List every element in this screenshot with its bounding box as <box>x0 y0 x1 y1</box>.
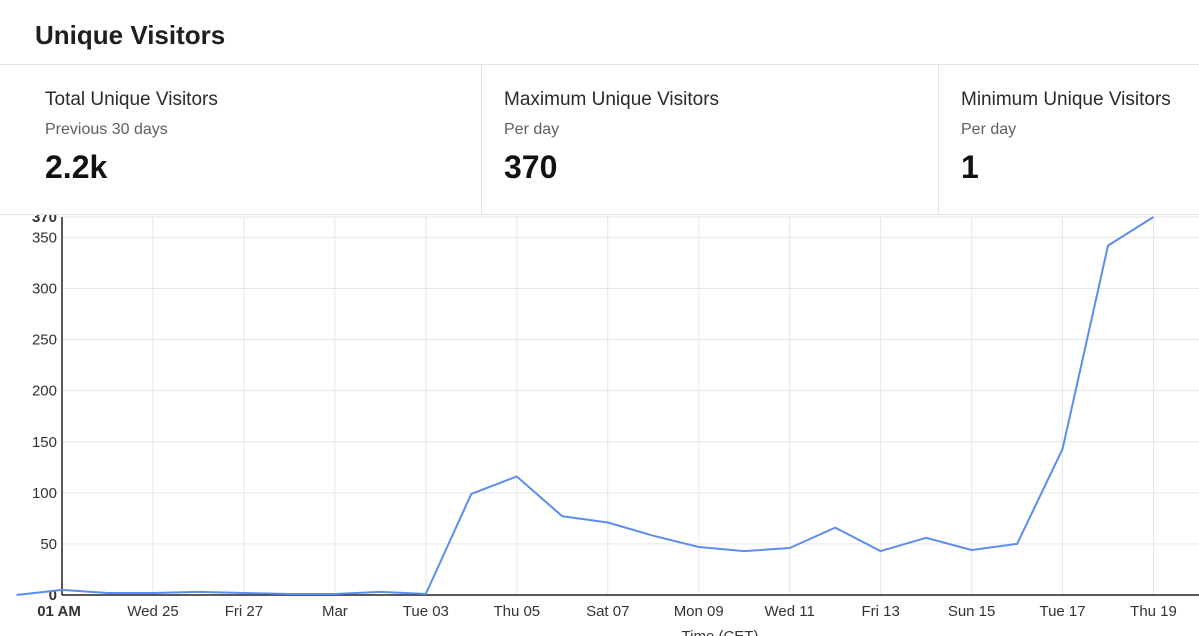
series-line <box>16 216 1155 596</box>
stat-label: Total Unique Visitors <box>45 89 218 110</box>
x-tick-label: Mar <box>322 603 348 620</box>
x-tick-label: Fri 13 <box>861 603 899 620</box>
x-tick-label: Fri 27 <box>225 603 263 620</box>
stat-sublabel: Per day <box>961 121 1017 138</box>
stat-card-total: Total Unique Visitors Previous 30 days 2… <box>0 65 481 214</box>
stat-sublabel: Previous 30 days <box>45 121 168 138</box>
y-tick-label: 0 <box>49 587 57 604</box>
y-tick-label: 250 <box>32 332 57 349</box>
stats-row: Total Unique Visitors Previous 30 days 2… <box>0 65 1199 215</box>
stat-sublabel: Per day <box>504 121 560 138</box>
stat-label: Minimum Unique Visitors <box>961 89 1171 110</box>
x-tick-label: Sun 15 <box>948 603 996 620</box>
x-tick-label: Wed 25 <box>127 603 178 620</box>
y-tick-label: 50 <box>40 536 57 553</box>
stat-value: 1 <box>961 149 979 185</box>
x-tick-label: Tue 17 <box>1039 603 1085 620</box>
x-tick-label: Mon 09 <box>674 603 724 620</box>
x-tick-label: Tue 03 <box>403 603 449 620</box>
page-title: Unique Visitors <box>35 20 226 50</box>
x-tick-label: Sat 07 <box>586 603 629 620</box>
x-tick-label: Wed 11 <box>765 603 815 620</box>
y-tick-label: 300 <box>32 281 57 298</box>
stat-label: Maximum Unique Visitors <box>504 89 720 110</box>
x-tick-label: 01 AM <box>37 603 81 620</box>
y-tick-label: 100 <box>32 485 57 502</box>
x-tick-label: Thu 19 <box>1130 603 1177 620</box>
x-tick-label: Thu 05 <box>493 603 540 620</box>
header: Unique Visitors <box>0 0 1199 65</box>
stat-card-minimum: Minimum Unique Visitors Per day 1 <box>938 65 1199 214</box>
y-tick-label: 350 <box>32 229 57 246</box>
y-tick-label: 370 <box>32 215 57 226</box>
visitors-line-chart[interactable]: 0 50 100 150 200 250 300 350 370 01 AM Wed 25 Fri 2… <box>0 215 1199 636</box>
stat-value: 2.2k <box>45 149 108 185</box>
x-axis-title: Time (CET) <box>682 628 759 636</box>
chart-area[interactable]: 0 50 100 150 200 250 300 350 370 01 AM Wed 25 Fri 2… <box>0 215 1199 636</box>
y-tick-label: 150 <box>32 434 57 451</box>
stat-value: 370 <box>504 149 558 185</box>
y-tick-label: 200 <box>32 383 57 400</box>
stat-card-maximum: Maximum Unique Visitors Per day 370 <box>481 65 938 214</box>
